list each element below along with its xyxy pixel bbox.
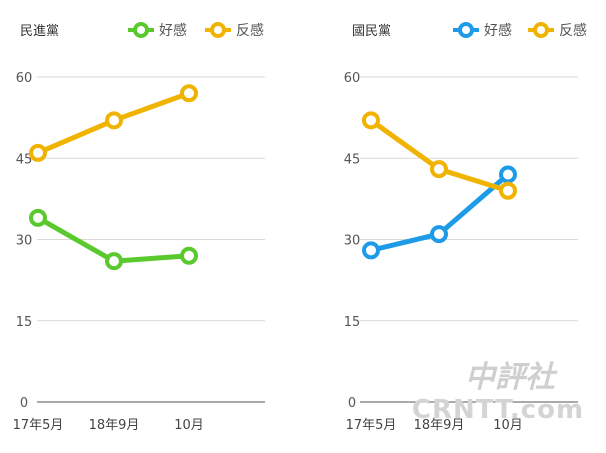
data-point [362,241,380,260]
chart-title: 國民黨 [352,24,391,39]
data-point [499,165,517,184]
watermark-latin: CRNTT.com [412,395,584,425]
x-tick-label: 10月 [174,418,204,433]
y-tick-label: 60 [344,71,361,86]
x-tick-label: 17年5月 [346,418,397,433]
legend-swatch-marker [210,22,226,38]
legend-label: 反感 [236,22,264,39]
legend-swatch-marker [133,22,149,38]
series-line [368,117,511,194]
watermark-chinese: 中評社 [465,360,558,395]
y-tick-label: 15 [16,315,33,330]
data-point [430,160,448,179]
data-point [29,208,47,227]
data-point [180,84,198,103]
data-point [180,246,198,265]
y-tick-label: 0 [20,396,28,411]
x-tick-label: 17年5月 [13,418,64,433]
x-tick-label: 18年9月 [89,418,140,433]
y-tick-label: 30 [16,234,33,249]
chart-panel-2: 國民黨 0 15 30 45 60 17年5月 18年9月 10月 好感 反感 [344,22,587,433]
x-tick-label: 18年9月 [414,418,465,433]
data-point [29,143,47,162]
y-tick-label: 15 [344,315,361,330]
x-tick-label: 10月 [493,418,523,433]
y-tick-label: 45 [344,152,361,167]
legend-swatch-marker [458,22,474,38]
data-point [499,181,517,200]
legend-label: 好感 [159,22,187,39]
y-tick-label: 60 [16,71,33,86]
data-point [362,111,380,130]
data-point [430,225,448,244]
y-tick-label: 45 [16,152,33,167]
y-tick-label: 0 [348,396,356,411]
legend-swatch-marker [533,22,549,38]
data-point [105,111,123,130]
data-point [105,252,123,271]
legend-label: 反感 [559,22,587,39]
legend-label: 好感 [484,22,512,39]
y-tick-label: 30 [344,234,361,249]
chart-panel-1: 民進黨 0 15 30 45 60 17年5月 18年9月 10月 好感 反感 [13,22,265,433]
chart-title: 民進黨 [20,24,59,39]
